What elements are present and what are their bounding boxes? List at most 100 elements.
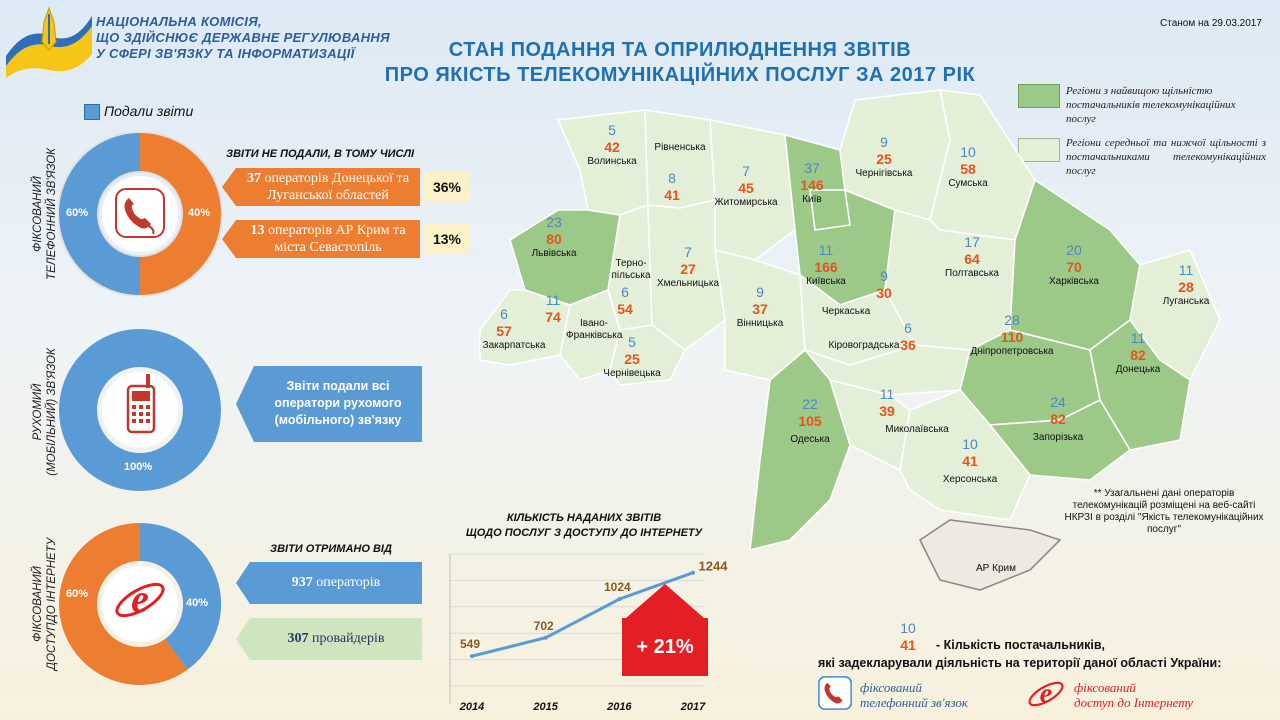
region-rivne: Рівненська	[640, 142, 720, 154]
fixed-phone-item-2-count: 13	[250, 223, 265, 238]
chart-x-tick-2016: 2016	[606, 701, 632, 713]
mobile-phone-icon	[126, 374, 156, 434]
region-rivne-name: Рівненська	[654, 142, 706, 153]
region-sumy-inet: 58	[960, 161, 976, 177]
internet-operators-label: операторів	[316, 575, 381, 590]
region-donetsk-inet: 82	[1130, 347, 1146, 363]
region-kharkiv-tel: 20	[1066, 242, 1082, 258]
chart-point-2014	[470, 654, 474, 659]
page-title: СТАН ПОДАННЯ ТА ОПРИЛЮДНЕННЯ ЗВІТІВ ПРО …	[330, 38, 1030, 88]
region-dnipro-name: Дніпропетровська	[970, 346, 1054, 357]
region-crimea-name: АР Крим	[976, 563, 1016, 574]
region-ivano-frankivsk-inet: 74	[545, 309, 561, 325]
internet-side-label-2: ДОСТУПДО ІНТЕРНЕТУ	[46, 537, 58, 671]
mobile-side-label: РУХОМИЙ (МОБІЛЬНИЙ) ЗВ'ЯЗОК	[31, 312, 59, 512]
region-khmelnytsky-name: Хмельницька	[656, 278, 720, 289]
region-ivano-frankivsk-name-box: Івано-Франківська	[566, 318, 622, 342]
region-luhansk: 11 28 Луганська	[1146, 262, 1226, 308]
mobile-pct: 100%	[124, 461, 153, 473]
phone-icon	[115, 188, 165, 238]
region-chernivtsi: 5 25 Чернівецька	[592, 334, 672, 380]
region-chernivtsi-tel: 5	[628, 334, 636, 350]
chart-series-line	[471, 571, 694, 658]
region-dnipro: 28 110 Дніпропетровська	[952, 312, 1072, 358]
region-sumy-tel: 10	[960, 144, 976, 160]
internet-providers-box: 307 провайдерів	[236, 618, 422, 660]
map-legend-light-label: Регіони середньої та нижчої щільності з …	[1066, 137, 1266, 177]
org-name: НАЦІОНАЛЬНА КОМІСІЯ, ЩО ЗДІЙСНЮЄ ДЕРЖАВН…	[96, 14, 396, 62]
legend-example-tel: 10	[900, 620, 916, 636]
mobile-callout-text: Звіти подали всі оператори рухомого (моб…	[274, 379, 402, 427]
fixed-phone-donut-submitted	[59, 133, 141, 295]
legend-line-2: які задекларували діяльність на територі…	[818, 656, 1222, 670]
region-vinnytsia-inet: 37	[752, 301, 768, 317]
region-zaporizhzhia-inet: 82	[1050, 411, 1066, 427]
date-label: Станом на 29.03.2017	[1160, 18, 1262, 29]
region-luhansk-name: Луганська	[1162, 296, 1210, 307]
legend-example: 10 41	[888, 620, 928, 654]
region-lviv: 23 80 Львівська	[514, 214, 594, 260]
region-shape-chernivtsi	[609, 324, 687, 386]
org-line-2: ЩО ЗДІЙСНЮЄ ДЕРЖАВНЕ РЕГУЛЮВАННЯ	[96, 30, 390, 45]
region-mykolaiv: 11 39 Миколаївська	[832, 386, 949, 436]
fixed-phone-side-label-1: ФІКСОВАНИЙ	[32, 176, 44, 252]
fixed-phone-item-1-text: 37 операторів Донецької та Луганської об…	[238, 170, 418, 204]
chart-title-line-2: ЩОДО ПОСЛУГ З ДОСТУПУ ДО ІНТЕРНЕТУ	[465, 527, 703, 539]
fixed-phone-side-label-2: ТЕЛЕФОННИЙ ЗВ'ЯЗОК	[46, 148, 58, 280]
region-poltava-tel: 17	[964, 234, 980, 250]
region-ternopil-inet: 54	[617, 301, 633, 317]
region-ternopil-name: Терно-пільська	[611, 258, 651, 281]
region-kirovohrad-name: Кіровоградська	[828, 340, 900, 351]
legend-phone-icon	[818, 676, 852, 710]
legend-submitted-label: Подали звіти	[104, 103, 194, 119]
region-kyiv-city: 37 146 Київ	[772, 160, 852, 206]
region-khmelnytsky-inet: 27	[680, 261, 696, 277]
region-shape-kherson	[899, 389, 1031, 521]
region-zakarpattia-tel: 6	[500, 306, 508, 322]
legend-example-inet: 41	[900, 637, 916, 653]
title-line-1: СТАН ПОДАННЯ ТА ОПРИЛЮДНЕННЯ ЗВІТІВ	[448, 39, 912, 61]
fixed-phone-item-1-count: 37	[246, 171, 261, 186]
region-chernihiv: 9 25 Чернігівська	[844, 134, 924, 180]
region-zhytomyr-name: Житомирська	[714, 197, 778, 208]
region-crimea: АР Крим	[956, 563, 1036, 575]
region-rivne-values: 8 41	[632, 170, 712, 204]
mobile-side-label-2: (МОБІЛЬНИЙ) ЗВ'ЯЗОК	[46, 348, 58, 476]
region-ternopil-values: 6 54	[590, 284, 660, 318]
fixed-phone-item-2-pct: 13%	[424, 224, 470, 254]
fixed-phone-item-1-label: операторів Донецької та Луганської облас…	[264, 171, 410, 203]
region-khmelnytsky-tel: 7	[684, 244, 692, 260]
region-zaporizhzhia: 24 82 Запорізька	[1018, 394, 1098, 444]
region-kharkiv-name: Харківська	[1049, 276, 1099, 287]
fixed-phone-item-2-text: 13 операторів АР Крим та міста Севастопі…	[238, 222, 418, 256]
region-shape-crimea	[918, 519, 1062, 591]
region-donetsk-name: Донецька	[1115, 364, 1161, 375]
legend-internet-icon: e	[1028, 679, 1064, 710]
org-line-1: НАЦІОНАЛЬНА КОМІСІЯ,	[96, 14, 262, 29]
chart-value-label-2016: 1024	[604, 580, 631, 594]
region-kharkiv-inet: 70	[1066, 259, 1082, 275]
region-kirovohrad-tel: 6	[904, 320, 912, 336]
region-zaporizhzhia-name: Запорізька	[1032, 432, 1084, 443]
chart-title: КІЛЬКІСТЬ НАДАНИХ ЗВІТІВ ЩОДО ПОСЛУГ З Д…	[434, 511, 734, 541]
chart-title-line-1: КІЛЬКІСТЬ НАДАНИХ ЗВІТІВ	[506, 512, 662, 524]
region-chernihiv-tel: 9	[880, 134, 888, 150]
internet-donut-orange	[59, 523, 188, 685]
chart-value-label-2015: 702	[534, 619, 554, 633]
internet-providers-count: 307	[287, 631, 309, 646]
region-khmelnytsky: 7 27 Хмельницька	[648, 244, 728, 290]
region-odesa-inet: 105	[798, 413, 822, 429]
fixed-phone-donut-not-submitted	[139, 133, 221, 295]
region-kyiv-city-tel: 37	[804, 160, 820, 176]
coat-of-arms-logo	[6, 6, 92, 78]
region-kyiv-city-inet: 146	[800, 177, 824, 193]
chart-value-label-2014: 549	[460, 637, 480, 651]
region-kherson-name: Херсонська	[942, 474, 998, 485]
map-legend-light-swatch	[1018, 138, 1060, 162]
growth-label: + 21%	[636, 636, 694, 658]
region-chernihiv-name: Чернігівська	[855, 168, 913, 179]
legend-fixed-tel: фіксований телефонний зв'язок	[860, 680, 968, 710]
region-cherkasy-name: Черкаська	[821, 306, 871, 317]
region-dnipro-inet: 110	[1000, 329, 1024, 345]
chart-x-tick-2015: 2015	[532, 701, 558, 713]
